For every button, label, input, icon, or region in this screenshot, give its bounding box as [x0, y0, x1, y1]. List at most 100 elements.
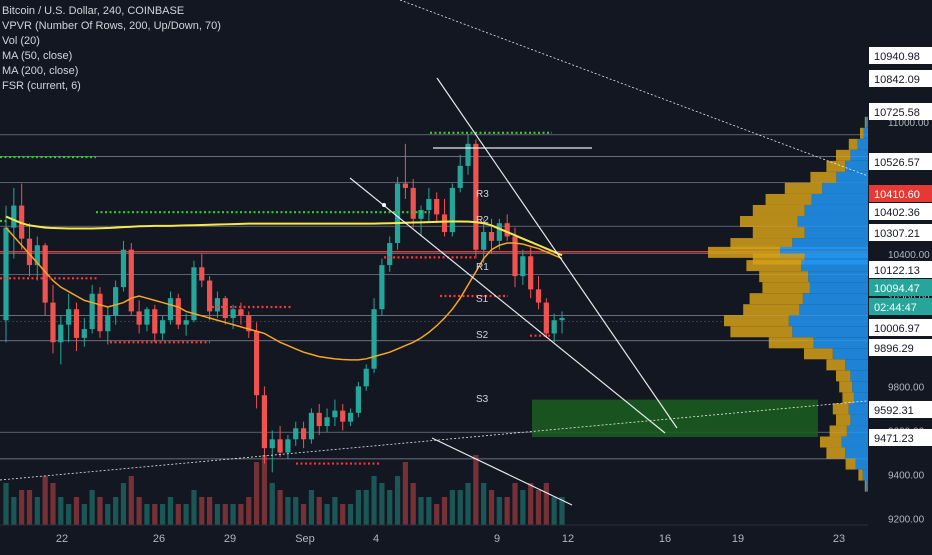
- price-badge: [869, 203, 932, 220]
- candle-body: [465, 143, 471, 166]
- candle-body: [113, 287, 119, 316]
- candle-body: [105, 315, 111, 332]
- price-badge-label: 10725.58: [874, 107, 920, 119]
- y-tick-label: 9200.00: [888, 515, 925, 526]
- vpvr-bar-up: [850, 370, 868, 382]
- candle-body: [97, 293, 103, 332]
- volume-bar: [277, 490, 283, 525]
- volume-bar: [308, 490, 315, 525]
- vpvr-bar-up: [857, 138, 868, 150]
- vpvr-bar-down: [864, 480, 867, 492]
- volume-bar: [363, 490, 369, 525]
- vpvr-bar-up: [850, 149, 868, 161]
- volume-bar: [316, 497, 322, 525]
- vpvr-bar-up: [801, 260, 868, 272]
- volume-bar: [488, 490, 495, 525]
- vpvr-bar-down: [740, 216, 798, 228]
- candle-body: [379, 265, 385, 310]
- y-tick-label: 9800.00: [888, 382, 925, 393]
- vpvr-bar-up: [836, 171, 868, 183]
- candle-body: [434, 198, 440, 215]
- vpvr-bar-down: [848, 138, 858, 150]
- vpvr-bar-down: [836, 370, 851, 382]
- volume-bar: [58, 497, 64, 525]
- volume-bar: [394, 476, 401, 525]
- candle-body: [488, 232, 495, 241]
- candle-body: [269, 439, 275, 449]
- candle-body: [535, 289, 542, 303]
- x-tick-label: 16: [659, 533, 671, 545]
- marker-dot: [382, 203, 386, 207]
- volume-bar: [222, 504, 228, 525]
- candle-body: [528, 256, 534, 290]
- price-badge: [869, 153, 932, 170]
- vpvr-bar-up: [841, 436, 868, 448]
- volume-bar: [347, 504, 354, 525]
- volume-bar: [418, 497, 424, 525]
- vpvr-bar-down: [730, 326, 793, 338]
- vpvr-bar-down: [842, 392, 854, 404]
- vpvr-bar-up: [822, 182, 868, 194]
- candle-body: [285, 439, 291, 453]
- volume-bar: [481, 483, 487, 525]
- volume-bar: [81, 504, 87, 525]
- candle-body: [214, 298, 221, 312]
- vpvr-bar-up: [863, 127, 868, 139]
- vpvr-bar-up: [845, 160, 868, 172]
- candle-body: [316, 412, 322, 427]
- volume-bar: [214, 504, 221, 525]
- x-tick-label: 12: [562, 533, 574, 545]
- volume-bar: [136, 497, 142, 525]
- volume-bar: [191, 490, 197, 525]
- vpvr-bar-down: [730, 238, 793, 250]
- vpvr-bar-up: [797, 216, 868, 228]
- x-tick-label: 29: [224, 533, 236, 545]
- volume-bar: [89, 490, 95, 525]
- y-tick-label: 10400.00: [888, 250, 930, 261]
- pivot-label-r2: R2: [476, 215, 489, 226]
- volume-bar: [183, 504, 189, 525]
- vpvr-bar-up: [804, 227, 868, 239]
- candle-body: [473, 143, 479, 250]
- vpvr-bar-up: [850, 414, 868, 426]
- volume-bar: [473, 455, 479, 525]
- candle-body: [11, 205, 17, 228]
- volume-bar: [457, 490, 463, 525]
- candle-body: [152, 309, 158, 334]
- candle-body: [543, 302, 549, 334]
- vpvr-bar-up: [802, 293, 868, 305]
- candle-body: [222, 298, 228, 319]
- price-badge-label: 10122.13: [874, 265, 920, 277]
- volume-bar: [559, 497, 565, 525]
- volume-bar: [120, 483, 127, 525]
- candle-body: [355, 386, 361, 413]
- volume-bar: [73, 497, 80, 525]
- volume-bar: [34, 497, 40, 525]
- volume-bar: [543, 483, 549, 525]
- vpvr-bar-down: [858, 469, 863, 481]
- vpvr-bar-down: [784, 182, 823, 194]
- vpvr-bar-down: [743, 304, 800, 316]
- candle-body: [58, 324, 64, 343]
- candle-body: [50, 302, 56, 343]
- vpvr-bar-down: [768, 337, 814, 349]
- vpvr-bar-up: [866, 480, 868, 492]
- volume-bar: [246, 497, 252, 525]
- vpvr-bar-up: [845, 359, 868, 371]
- candle-body: [26, 238, 33, 266]
- volume-bar: [253, 462, 260, 525]
- x-tick-label: 4: [373, 533, 379, 545]
- vpvr-bar-up: [811, 193, 868, 205]
- candle-body: [512, 236, 518, 277]
- x-tick-label: 19: [732, 533, 744, 545]
- price-badge: [869, 185, 932, 202]
- price-badge: [869, 224, 932, 241]
- volume-bar: [128, 476, 134, 525]
- price-badge: [869, 298, 932, 315]
- candle-body: [441, 214, 448, 233]
- candle-body: [191, 267, 197, 321]
- price-badge-label: 10526.57: [874, 157, 920, 169]
- vpvr-bar-down: [826, 359, 846, 371]
